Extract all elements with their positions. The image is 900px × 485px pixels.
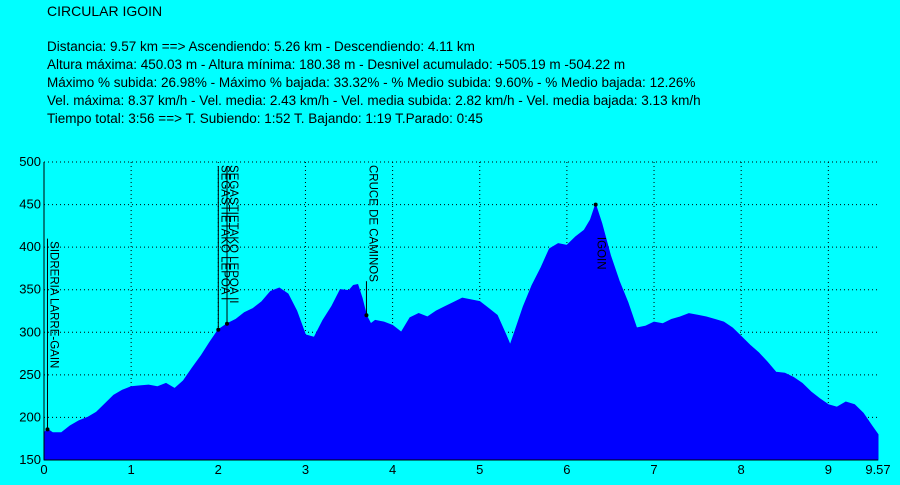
x-tick-label: 0 [40, 462, 47, 477]
waypoint-marker [364, 313, 369, 318]
waypoint-label: CRUCE DE CAMINOS [366, 165, 378, 282]
x-tick-label: 7 [650, 462, 657, 477]
waypoint-label: SIDRERIA LARRE-GAIN [47, 241, 59, 368]
x-tick-label: 2 [215, 462, 222, 477]
x-tick-label: 1 [128, 462, 135, 477]
y-tick-label: 250 [19, 367, 41, 382]
chart-axes: 150 200 250 300 350 400 450 500 0 1 2 3 4 5 6 7 8 9 9.57 [19, 154, 890, 477]
x-tick-label: 3 [302, 462, 309, 477]
stats-distance: Distancia: 9.57 km ==> Ascendiendo: 5.26… [47, 39, 475, 54]
waypoint-marker [225, 321, 230, 326]
elevation-area-path [43, 203, 879, 461]
stats-speed: Vel. máxima: 8.37 km/h - Vel. media: 2.4… [47, 93, 701, 108]
stats-altitude: Altura máxima: 450.03 m - Altura mínima:… [47, 57, 626, 72]
x-tick-label: 9 [825, 462, 832, 477]
elevation-area [43, 203, 879, 461]
x-tick-label: 6 [563, 462, 570, 477]
route-title: CIRCULAR IGOIN [47, 3, 163, 19]
waypoint-marker [593, 202, 598, 207]
y-tick-label: 350 [19, 282, 41, 297]
y-tick-label: 150 [19, 452, 41, 467]
y-tick-label: 500 [19, 154, 41, 169]
x-tick-label: 8 [738, 462, 745, 477]
y-tick-label: 400 [19, 239, 41, 254]
x-tick-label: 4 [389, 462, 396, 477]
waypoint-label: IGOIN [595, 237, 607, 270]
waypoint-marker [216, 327, 221, 332]
y-tick-label: 200 [19, 409, 41, 424]
y-tick-label: 450 [19, 197, 41, 212]
stats-time: Tiempo total: 3:56 ==> T. Subiendo: 1:52… [47, 111, 483, 126]
x-end-label: 9.57 [865, 462, 890, 477]
x-tick-label: 5 [476, 462, 483, 477]
y-tick-label: 300 [19, 324, 41, 339]
waypoint-marker [45, 427, 50, 432]
stats-slope: Máximo % subida: 26.98% - Máximo % bajad… [47, 75, 696, 90]
route-stats: Distancia: 9.57 km ==> Ascendiendo: 5.26… [47, 38, 701, 128]
waypoint-label: SEGASTIETAKO LEPOA II [227, 165, 239, 303]
